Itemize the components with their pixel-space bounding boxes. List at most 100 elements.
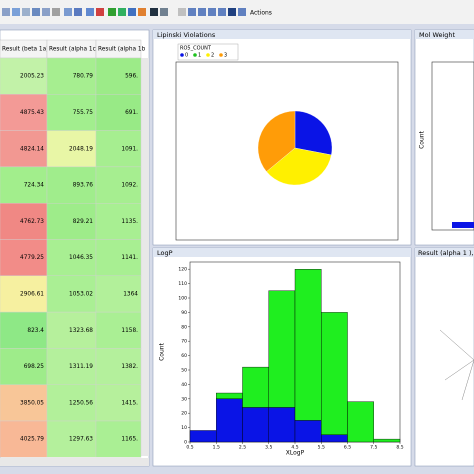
panel-title: LogP: [157, 249, 173, 257]
cell: [0, 275, 48, 313]
column-header: Result (alpha 1b: [98, 47, 146, 53]
column-header: Result (beta 1a): [2, 47, 48, 53]
legend-label: 3: [224, 53, 227, 59]
x-tick-label: 8.5: [396, 445, 403, 451]
cell: [0, 130, 48, 168]
histogram-bar: [347, 401, 374, 443]
cell: [0, 311, 48, 349]
cell-text: 1092.: [121, 183, 138, 189]
legend-label: 2: [211, 53, 214, 59]
cell-text: 1297.63: [69, 437, 93, 443]
pie-slice: [266, 147, 332, 186]
legend-title: RO5_COUNT: [180, 46, 212, 52]
legend-swatch: [193, 53, 197, 57]
histogram-bar: [321, 312, 348, 435]
cell-text: 829.21: [73, 219, 94, 225]
cell: [0, 420, 48, 458]
cell-text: 780.79: [73, 74, 94, 80]
cell-text: 4779.25: [20, 255, 44, 261]
histogram-bar: [242, 366, 269, 408]
cell: [95, 166, 142, 204]
cell-text: 1165.: [121, 437, 138, 443]
cell: [46, 275, 97, 313]
cell-text: 823.4: [27, 328, 44, 334]
cell-text: 4025.79: [20, 437, 44, 443]
h-scrollbar[interactable]: [0, 458, 149, 466]
panel-title: Lipinski Violations: [157, 31, 216, 39]
cell-text: 2906.61: [20, 291, 44, 297]
histogram-bar: [294, 420, 322, 443]
cell: [95, 202, 142, 240]
histogram-bar: [373, 438, 401, 443]
y-tick-label: 50: [181, 368, 187, 374]
cell-text: 691.: [125, 110, 138, 116]
panel-title: Result (alpha 1 ), Resu: [418, 249, 474, 257]
cell-text: 1364: [123, 291, 138, 297]
column-header: Result (alpha 1c ): [49, 47, 100, 53]
cell-text: 1046.35: [69, 255, 93, 261]
cell-text: 1323.68: [69, 328, 93, 334]
x-tick-label: 6.5: [344, 445, 351, 451]
histogram-bar: [189, 430, 217, 443]
cell-text: 1135.: [121, 219, 138, 225]
y-tick-label: 30: [181, 396, 187, 402]
histogram-bar: [321, 434, 348, 443]
y-axis-label: Count: [159, 342, 166, 360]
cell: [0, 94, 48, 131]
legend-label: 1: [198, 53, 201, 59]
legend-swatch: [206, 53, 210, 57]
histogram-bar: [216, 392, 243, 400]
cell-text: 755.75: [73, 110, 94, 116]
cell: [46, 94, 97, 131]
legend-label: 0: [185, 53, 188, 59]
y-tick-label: 10: [181, 425, 187, 431]
y-tick-label: 40: [181, 382, 187, 388]
cell: [95, 130, 142, 168]
cell: [46, 239, 97, 276]
cell: [46, 166, 97, 204]
cell: [0, 384, 48, 422]
y-tick-label: 20: [181, 411, 187, 417]
mw-panel: [414, 29, 474, 246]
cell: [46, 130, 97, 168]
radial-fragment: [439, 329, 474, 401]
x-tick-label: 7.5: [370, 445, 377, 451]
panel-titlebar: [415, 30, 474, 39]
histogram-bar: [294, 269, 322, 421]
cell-text: 1053.02: [69, 291, 93, 297]
x-tick-label: 3.5: [265, 445, 272, 451]
cell: [95, 348, 142, 385]
cell: [95, 311, 142, 349]
v-scrollbar[interactable]: [141, 58, 149, 456]
cell: [95, 94, 142, 131]
panel-titlebar: [415, 248, 474, 257]
panel-title: Mol Weight: [419, 31, 456, 39]
y-tick-label: 120: [178, 267, 187, 273]
histogram-bar: [216, 398, 243, 443]
pie-slice: [257, 110, 296, 172]
cell: [95, 384, 142, 422]
x-tick-label: 2.5: [239, 445, 246, 451]
x-tick-label: 1.5: [213, 445, 220, 451]
cell: [46, 202, 97, 240]
cell: [95, 239, 142, 276]
y-tick-label: 100: [178, 296, 187, 302]
y-tick-label: 70: [181, 339, 187, 345]
x-tick-label: 5.5: [318, 445, 325, 451]
panel-titlebar: [153, 248, 411, 257]
panel-titlebar: [153, 30, 411, 39]
bar-fragment: [452, 222, 474, 228]
y-tick-label: 80: [181, 324, 187, 330]
cell-text: 724.34: [24, 183, 45, 189]
cell: [46, 57, 97, 95]
res-panel: [414, 247, 474, 467]
cell: [46, 420, 97, 458]
menu-actions[interactable]: Actions: [250, 10, 272, 17]
cell: [0, 202, 48, 240]
cell-text: 1415.: [121, 400, 138, 406]
legend: [177, 43, 239, 61]
histogram-bar: [242, 407, 269, 443]
cell-text: 4875.43: [20, 110, 44, 116]
